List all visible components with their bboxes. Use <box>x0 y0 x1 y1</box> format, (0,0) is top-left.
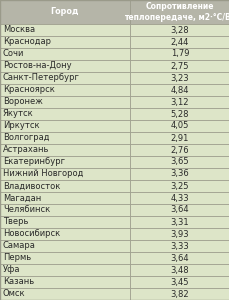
Bar <box>0 156 129 168</box>
Text: Владивосток: Владивосток <box>3 182 60 190</box>
Text: 2,91: 2,91 <box>170 134 188 142</box>
Text: 3,64: 3,64 <box>170 206 188 214</box>
Text: 3,48: 3,48 <box>170 266 188 274</box>
Bar <box>129 180 229 192</box>
Text: 3,82: 3,82 <box>170 290 188 298</box>
Bar <box>0 132 129 144</box>
Bar <box>0 84 129 96</box>
Text: Город: Город <box>51 8 79 16</box>
Text: 4,84: 4,84 <box>170 85 188 94</box>
Bar <box>0 72 129 84</box>
Bar <box>129 216 229 228</box>
Text: Магадан: Магадан <box>3 194 41 202</box>
Bar <box>129 48 229 60</box>
Text: Краснодар: Краснодар <box>3 38 51 46</box>
Bar <box>0 276 129 288</box>
Bar <box>129 240 229 252</box>
Bar <box>0 108 129 120</box>
Bar <box>129 192 229 204</box>
Text: 3,23: 3,23 <box>170 74 188 82</box>
Text: 4,05: 4,05 <box>170 122 188 130</box>
Bar <box>129 72 229 84</box>
Bar <box>129 96 229 108</box>
Bar <box>129 156 229 168</box>
Text: 4,33: 4,33 <box>170 194 188 202</box>
Text: Астрахань: Астрахань <box>3 146 49 154</box>
Bar <box>129 288 229 300</box>
Bar <box>129 132 229 144</box>
Bar <box>0 264 129 276</box>
Bar <box>129 252 229 264</box>
Bar <box>0 60 129 72</box>
Bar <box>0 36 129 48</box>
Bar <box>129 264 229 276</box>
Bar <box>129 120 229 132</box>
Text: Екатеринбург: Екатеринбург <box>3 158 65 166</box>
Bar <box>0 240 129 252</box>
Text: Воронеж: Воронеж <box>3 98 42 106</box>
Text: Нижний Новгород: Нижний Новгород <box>3 169 83 178</box>
Text: Тверь: Тверь <box>3 218 28 226</box>
Text: Красноярск: Красноярск <box>3 85 55 94</box>
Text: Ростов-на-Дону: Ростов-на-Дону <box>3 61 71 70</box>
Text: 3,93: 3,93 <box>170 230 188 238</box>
Text: Казань: Казань <box>3 278 34 286</box>
Bar <box>0 24 129 36</box>
Bar <box>0 288 129 300</box>
Text: Санкт-Петербург: Санкт-Петербург <box>3 74 79 82</box>
Text: 1,79: 1,79 <box>170 50 188 58</box>
Text: 3,64: 3,64 <box>170 254 188 262</box>
Text: 3,45: 3,45 <box>170 278 188 286</box>
Bar <box>129 24 229 36</box>
Bar <box>0 168 129 180</box>
Bar <box>0 96 129 108</box>
Text: Волгоград: Волгоград <box>3 134 49 142</box>
Text: 2,76: 2,76 <box>170 146 188 154</box>
Text: Омск: Омск <box>3 290 25 298</box>
Bar <box>0 48 129 60</box>
Text: 3,33: 3,33 <box>170 242 188 250</box>
Bar <box>129 168 229 180</box>
Bar <box>0 204 129 216</box>
Bar <box>0 180 129 192</box>
Text: Уфа: Уфа <box>3 266 20 274</box>
Text: 3,12: 3,12 <box>170 98 188 106</box>
Bar <box>129 228 229 240</box>
Bar <box>129 0 229 24</box>
Bar <box>0 252 129 264</box>
Bar <box>0 120 129 132</box>
Bar <box>0 216 129 228</box>
Bar <box>129 144 229 156</box>
Text: Иркутск: Иркутск <box>3 122 39 130</box>
Bar <box>129 108 229 120</box>
Text: 2,75: 2,75 <box>170 61 188 70</box>
Bar <box>0 144 129 156</box>
Bar <box>0 228 129 240</box>
Bar <box>129 84 229 96</box>
Text: 2,44: 2,44 <box>170 38 188 46</box>
Text: 5,28: 5,28 <box>170 110 188 118</box>
Text: Новосибирск: Новосибирск <box>3 230 60 238</box>
Text: Москва: Москва <box>3 26 35 34</box>
Bar <box>129 276 229 288</box>
Bar <box>129 36 229 48</box>
Text: Пермь: Пермь <box>3 254 31 262</box>
Text: Самара: Самара <box>3 242 35 250</box>
Bar <box>129 60 229 72</box>
Text: 3,65: 3,65 <box>170 158 188 166</box>
Bar <box>0 192 129 204</box>
Bar <box>0 0 129 24</box>
Text: Сопротивление
теплопередаче, м2·°С/Вт: Сопротивление теплопередаче, м2·°С/Вт <box>124 2 229 22</box>
Text: 3,36: 3,36 <box>170 169 188 178</box>
Bar <box>129 204 229 216</box>
Text: 3,31: 3,31 <box>170 218 188 226</box>
Text: 3,25: 3,25 <box>170 182 188 190</box>
Text: 3,28: 3,28 <box>170 26 188 34</box>
Text: Якутск: Якутск <box>3 110 33 118</box>
Text: Челябинск: Челябинск <box>3 206 50 214</box>
Text: Сочи: Сочи <box>3 50 24 58</box>
